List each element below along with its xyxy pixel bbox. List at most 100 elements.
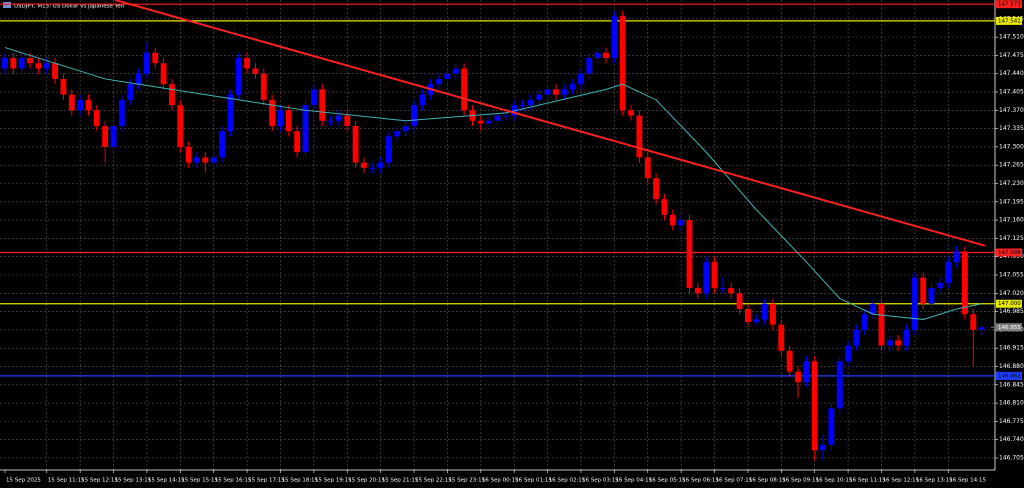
trendline <box>114 0 986 247</box>
y-tick-label: 146.775 <box>999 418 1024 425</box>
candle-body <box>536 94 543 100</box>
candle-body <box>361 162 367 168</box>
y-tick-label: 146.985 <box>999 308 1024 315</box>
candle-body <box>928 288 935 304</box>
y-tick-label: 147.370 <box>999 107 1024 114</box>
candle-body <box>694 288 701 294</box>
candle-body <box>319 89 326 121</box>
candle-body <box>335 115 342 121</box>
candle-body <box>110 125 117 147</box>
x-tick-label: 15 Sep 14:15 <box>148 478 185 484</box>
candle-body <box>594 52 601 59</box>
candle-body <box>252 68 259 74</box>
candle-body <box>185 146 192 163</box>
level-label-box <box>996 16 1022 25</box>
x-tick-label: 16 Sep 14:15 <box>949 478 986 484</box>
y-tick-label: 147.055 <box>999 271 1024 278</box>
candle-body <box>895 340 902 346</box>
x-tick-label: 16 Sep 06:15 <box>682 478 719 484</box>
candle-body <box>870 303 877 315</box>
x-tick-label: 16 Sep 13:15 <box>916 478 953 484</box>
candle-body <box>394 131 401 137</box>
y-tick-label: 147.265 <box>999 162 1024 169</box>
y-tick-label: 147.510 <box>999 34 1024 41</box>
candle-body <box>60 78 67 95</box>
level-label-box <box>996 248 1022 257</box>
candle-body <box>853 329 860 346</box>
x-tick-label: 16 Sep 08:15 <box>749 478 786 484</box>
y-tick-label: 147.335 <box>999 125 1024 132</box>
x-tick-label: 16 Sep 09:15 <box>782 478 819 484</box>
y-tick-label: 147.020 <box>999 290 1024 297</box>
candle-body <box>578 73 584 85</box>
candle-body <box>527 99 534 106</box>
candle-body <box>511 105 518 116</box>
candle-body <box>269 99 276 126</box>
y-tick-label: 147.125 <box>999 235 1024 242</box>
candle-body <box>244 58 251 69</box>
candle-body <box>152 52 159 64</box>
y-tick-label: 147.440 <box>999 70 1024 77</box>
candle-body <box>945 261 952 283</box>
candle-body <box>736 293 743 309</box>
candle-body <box>494 115 501 121</box>
candle-body <box>486 120 493 124</box>
x-tick-label: 16 Sep 07:15 <box>716 478 753 484</box>
candle-body <box>795 371 801 383</box>
candle-body <box>160 63 167 85</box>
candle-body <box>878 303 885 346</box>
candle-body <box>653 178 660 200</box>
level-label: 147.098 <box>998 250 1021 256</box>
candle-body <box>202 157 209 163</box>
x-tick-label: 16 Sep 12:15 <box>882 478 919 484</box>
candle-body <box>386 136 392 163</box>
candle-body <box>35 63 42 69</box>
candle-body <box>294 131 301 153</box>
level-label-box <box>996 323 1022 332</box>
x-tick-label: 15 Sep 13:15 <box>115 478 152 484</box>
candle-body <box>544 89 551 95</box>
candle-body <box>761 303 768 320</box>
candle-body <box>85 99 92 111</box>
level-label: 147.541 <box>998 18 1021 24</box>
candle-body <box>310 89 317 106</box>
level-label: 146.955 <box>998 325 1021 331</box>
candle-body <box>461 68 468 111</box>
candle-body <box>678 220 685 226</box>
x-tick-label: 15 Sep 11:15 <box>48 478 85 484</box>
candle-body <box>619 16 626 111</box>
candle-body <box>936 282 943 289</box>
candle-body <box>402 125 409 132</box>
candle-body <box>586 58 593 74</box>
candle-body <box>68 94 75 111</box>
level-label-box <box>996 371 1022 380</box>
level-label: 147.000 <box>998 301 1021 307</box>
candle-body <box>778 324 785 351</box>
x-tick-label: 16 Sep 00:15 <box>482 478 519 484</box>
candle-body <box>210 157 217 163</box>
level-label-box <box>996 0 1022 9</box>
y-tick-label: 146.810 <box>999 400 1024 407</box>
candle-body <box>828 408 835 445</box>
candle-body <box>2 58 8 69</box>
x-tick-label: 15 Sep 16:15 <box>215 478 252 484</box>
candle-body <box>569 84 576 90</box>
candle-body <box>686 220 693 289</box>
x-tick-label: 15 Sep 19:15 <box>315 478 352 484</box>
x-tick-label: 15 Sep 17:15 <box>248 478 285 484</box>
y-tick-label: 146.705 <box>999 454 1024 461</box>
candle-body <box>102 125 109 147</box>
candle-body <box>77 99 84 111</box>
candle-body <box>27 58 33 64</box>
x-tick-label: 15 Sep 18:15 <box>281 478 318 484</box>
level-label: 146.862 <box>998 373 1021 379</box>
candle-body <box>194 157 200 163</box>
candle-body <box>561 89 568 95</box>
candle-body <box>661 199 668 215</box>
candle-body <box>911 277 918 330</box>
candle-body <box>411 105 417 126</box>
candle-body <box>978 327 985 330</box>
candle-body <box>419 94 426 106</box>
